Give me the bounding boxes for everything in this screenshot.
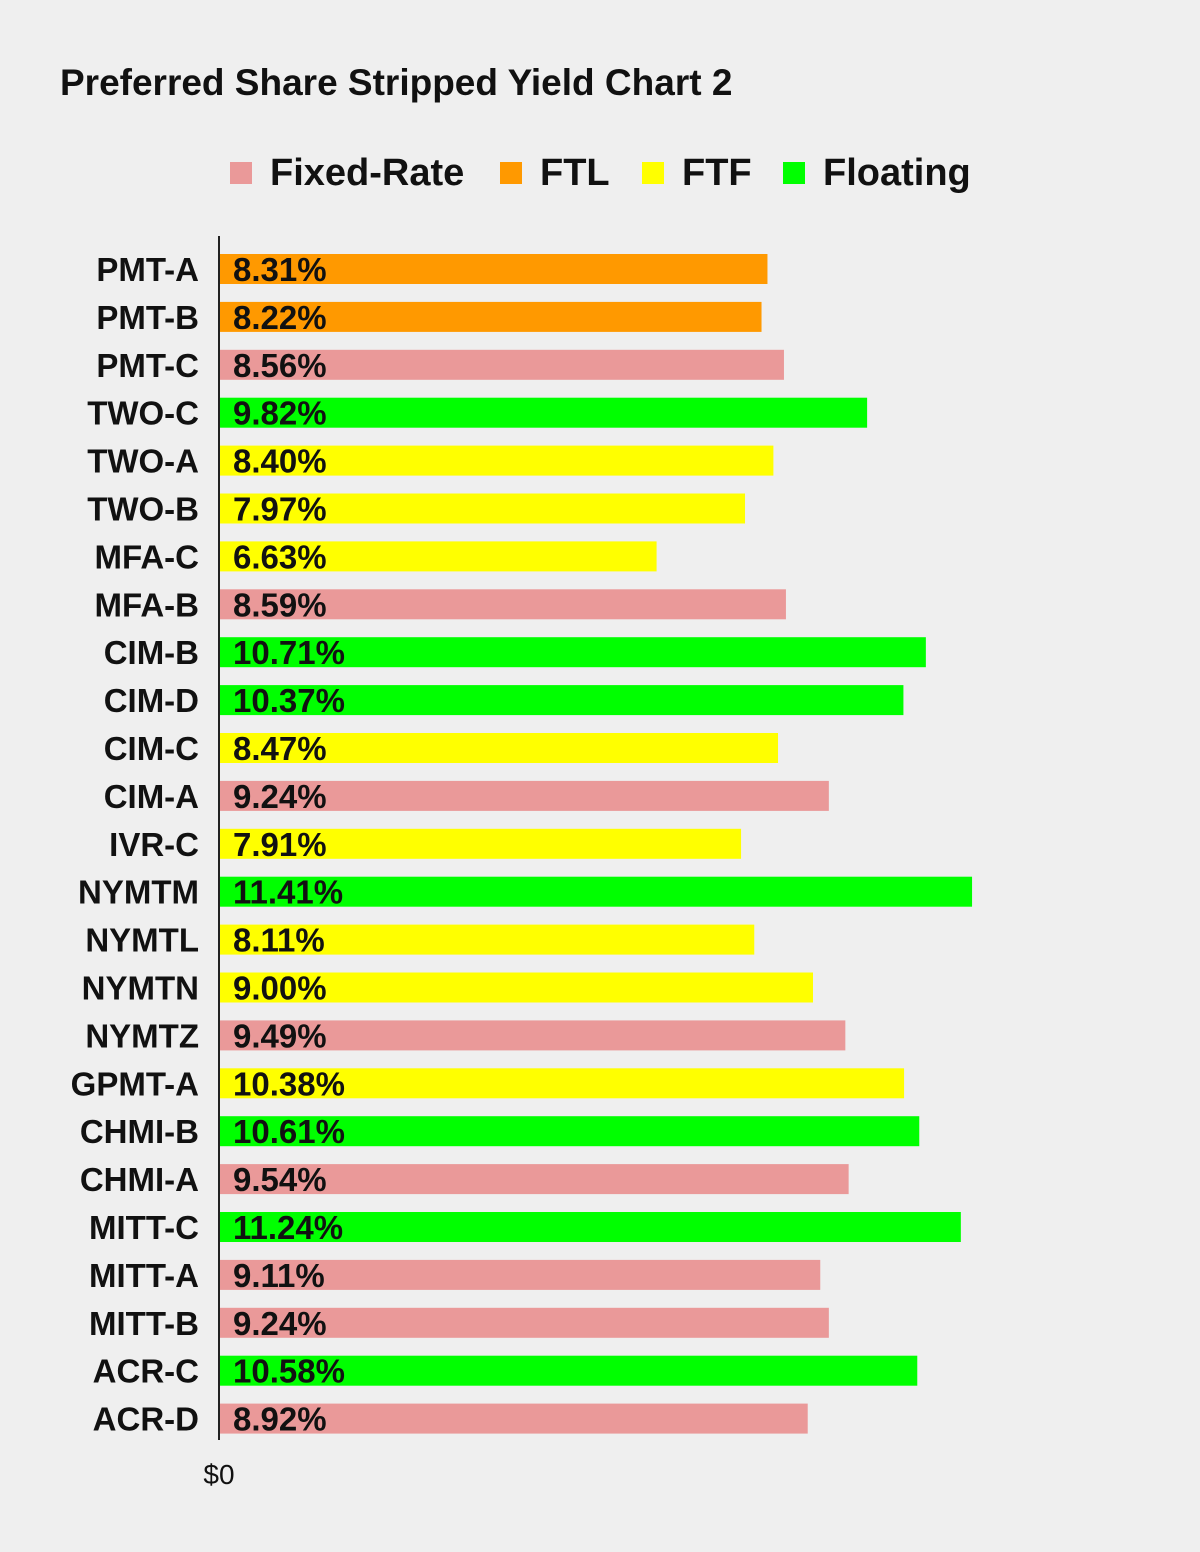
bar-two-b	[219, 493, 746, 524]
legend-label-ftf: FTF	[682, 152, 752, 194]
category-label-cim-a: CIM-A	[104, 778, 199, 815]
category-label-nymtz: NYMTZ	[85, 1017, 199, 1054]
x-tick-label: $0	[203, 1459, 234, 1490]
bar-pmt-b	[219, 301, 762, 332]
category-label-pmt-b: PMT-B	[96, 299, 199, 336]
bar-nymtz	[219, 1020, 846, 1051]
bar-two-c	[219, 397, 868, 428]
value-label-two-a: 8.40%	[233, 443, 327, 480]
bar-nymtm	[219, 876, 973, 907]
bar-mitt-b	[219, 1307, 829, 1338]
value-label-mitt-a: 9.11%	[233, 1257, 325, 1294]
bar-acr-d	[219, 1403, 808, 1434]
bar-nymtl	[219, 924, 755, 955]
value-label-chmi-b: 10.61%	[233, 1113, 345, 1150]
chart-title: Preferred Share Stripped Yield Chart 2	[60, 62, 733, 103]
value-label-nymtz: 9.49%	[233, 1017, 327, 1054]
category-label-acr-c: ACR-C	[93, 1353, 199, 1390]
value-label-cim-a: 9.24%	[233, 778, 327, 815]
value-label-cim-b: 10.71%	[233, 634, 345, 671]
value-label-pmt-a: 8.31%	[233, 251, 327, 288]
value-label-nymtm: 11.41%	[233, 874, 343, 911]
category-label-two-b: TWO-B	[87, 491, 199, 528]
category-label-nymtm: NYMTM	[78, 874, 199, 911]
legend-swatch-ftf	[642, 162, 664, 184]
bar-chmi-a	[219, 1164, 849, 1195]
value-label-pmt-c: 8.56%	[233, 347, 327, 384]
value-label-nymtn: 9.00%	[233, 970, 327, 1007]
bar-gpmt-a	[219, 1068, 905, 1099]
category-label-pmt-a: PMT-A	[96, 251, 199, 288]
bar-cim-d	[219, 685, 904, 716]
category-label-acr-d: ACR-D	[93, 1401, 199, 1438]
category-label-mitt-b: MITT-B	[89, 1305, 199, 1342]
value-label-cim-d: 10.37%	[233, 682, 345, 719]
category-label-nymtn: NYMTN	[82, 970, 199, 1007]
category-label-mfa-b: MFA-B	[95, 586, 199, 623]
value-label-acr-c: 10.58%	[233, 1353, 345, 1390]
value-label-two-c: 9.82%	[233, 395, 327, 432]
bar-mfa-c	[219, 541, 657, 572]
bar-cim-a	[219, 780, 829, 811]
value-label-mitt-c: 11.24%	[233, 1209, 343, 1246]
value-label-two-b: 7.97%	[233, 491, 327, 528]
category-label-mitt-c: MITT-C	[89, 1209, 199, 1246]
bar-cim-c	[219, 733, 779, 763]
value-label-chmi-a: 9.54%	[233, 1161, 327, 1198]
bar-acr-c	[219, 1355, 918, 1386]
value-label-ivr-c: 7.91%	[233, 826, 327, 863]
category-label-two-a: TWO-A	[87, 443, 199, 480]
category-label-nymtl: NYMTL	[85, 922, 199, 959]
category-label-cim-d: CIM-D	[104, 682, 199, 719]
value-label-gpmt-a: 10.38%	[233, 1065, 345, 1102]
bar-chmi-b	[219, 1116, 920, 1147]
legend-label-ftl: FTL	[540, 152, 610, 194]
value-label-pmt-b: 8.22%	[233, 299, 327, 336]
bar-pmt-a	[219, 254, 768, 284]
bar-mfa-b	[219, 589, 786, 620]
bar-mitt-a	[219, 1259, 821, 1290]
chart-legend: Fixed-Rate FTL FTF Floating	[0, 150, 1200, 200]
legend-swatch-ftl	[500, 162, 522, 184]
value-label-mfa-b: 8.59%	[233, 586, 327, 623]
bar-pmt-c	[219, 349, 784, 380]
bar-two-a	[219, 445, 774, 476]
legend-swatch-fixed-rate	[230, 162, 252, 184]
category-label-mitt-a: MITT-A	[89, 1257, 199, 1294]
category-label-ivr-c: IVR-C	[109, 826, 199, 863]
legend-swatch-floating	[783, 162, 805, 184]
category-label-chmi-a: CHMI-A	[80, 1161, 199, 1198]
category-label-pmt-c: PMT-C	[96, 347, 199, 384]
category-label-cim-b: CIM-B	[104, 634, 199, 671]
value-label-mfa-c: 6.63%	[233, 538, 327, 575]
value-label-mitt-b: 9.24%	[233, 1305, 327, 1342]
category-label-cim-c: CIM-C	[104, 730, 199, 767]
category-label-chmi-b: CHMI-B	[80, 1113, 199, 1150]
value-label-cim-c: 8.47%	[233, 730, 327, 767]
category-label-two-c: TWO-C	[87, 395, 199, 432]
bar-cim-b	[219, 637, 926, 668]
bar-nymtn	[219, 972, 813, 1003]
legend-label-fixed-rate: Fixed-Rate	[270, 152, 465, 194]
value-label-acr-d: 8.92%	[233, 1401, 327, 1438]
value-label-nymtl: 8.11%	[233, 922, 325, 959]
category-label-gpmt-a: GPMT-A	[71, 1065, 199, 1102]
bar-mitt-c	[219, 1212, 961, 1242]
category-label-mfa-c: MFA-C	[95, 538, 199, 575]
bar-ivr-c	[219, 828, 742, 859]
legend-label-floating: Floating	[823, 152, 971, 194]
